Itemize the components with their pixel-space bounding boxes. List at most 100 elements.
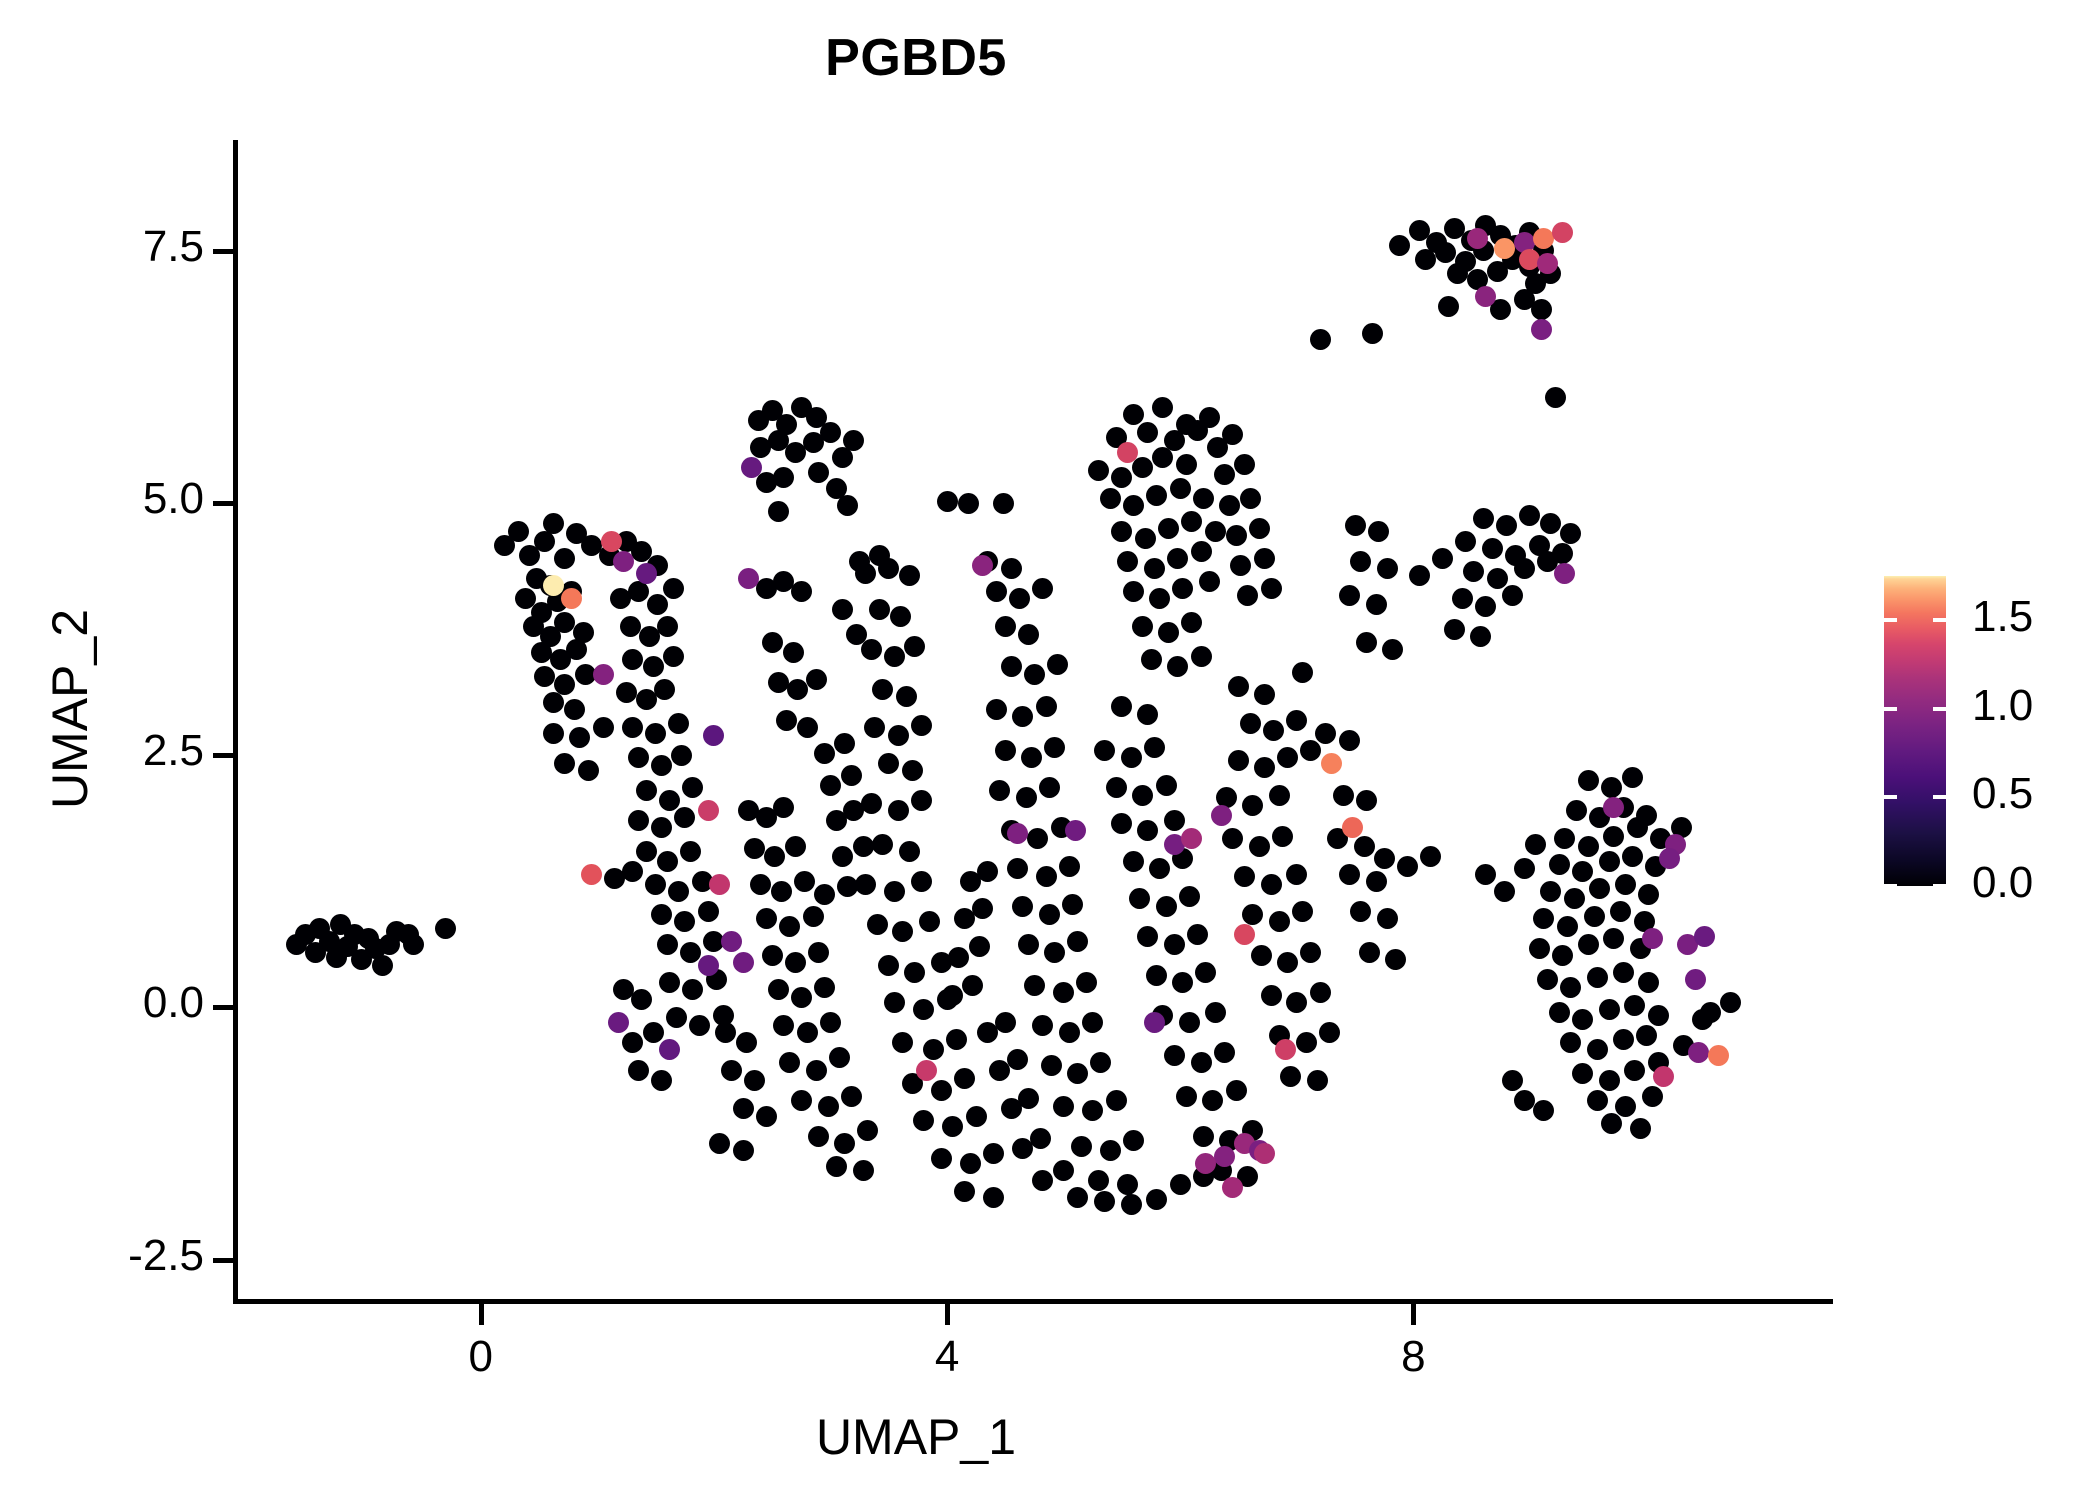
scatter-point: [878, 954, 900, 976]
scatter-point: [1181, 827, 1203, 849]
scatter-point: [833, 1133, 855, 1155]
scatter-point: [1222, 424, 1244, 446]
scatter-point: [1466, 228, 1488, 250]
scatter-point: [1571, 860, 1593, 882]
scatter-point: [600, 530, 622, 552]
scatter-point: [744, 1069, 766, 1091]
scatter-point: [1123, 494, 1145, 516]
scatter-point: [1148, 588, 1170, 610]
scatter-point: [1528, 534, 1550, 556]
scatter-point: [1548, 853, 1570, 875]
scatter-point: [1015, 787, 1037, 809]
scatter-point: [1020, 746, 1042, 768]
scatter-point: [1501, 585, 1523, 607]
scatter-point: [989, 780, 1011, 802]
scatter-point: [1566, 800, 1588, 822]
scatter-point: [1493, 880, 1515, 902]
scatter-point: [814, 884, 836, 905]
scatter-point: [682, 777, 704, 799]
scatter-point: [507, 520, 529, 542]
scatter-point: [1688, 1042, 1710, 1064]
scatter-point: [1053, 1095, 1075, 1117]
scatter-point: [402, 934, 424, 956]
scatter-point: [1163, 934, 1185, 956]
colorbar-tick-mark: [1884, 706, 1897, 711]
scatter-point: [1000, 656, 1022, 678]
scatter-point: [1222, 1176, 1244, 1198]
scatter-point: [691, 870, 713, 892]
scatter-point: [1172, 578, 1194, 600]
scatter-point: [1513, 857, 1535, 879]
scatter-point: [703, 724, 725, 746]
scatter-point: [642, 1022, 664, 1044]
scatter-point: [1443, 218, 1465, 240]
scatter-point: [1146, 484, 1168, 506]
scatter-point: [1598, 998, 1620, 1020]
scatter-point: [720, 1059, 742, 1081]
scatter-point: [1006, 1049, 1028, 1071]
scatter-point: [569, 726, 591, 748]
scatter-point: [1128, 888, 1150, 910]
scatter-point: [1146, 1188, 1168, 1210]
scatter-point: [1641, 1085, 1663, 1107]
scatter-point: [736, 1032, 758, 1054]
scatter-point: [1630, 1118, 1652, 1140]
scatter-point: [761, 944, 783, 966]
x-axis-title: UMAP_1: [815, 1409, 1017, 1465]
x-tick-label: 4: [934, 1332, 960, 1381]
scatter-point: [627, 1059, 649, 1081]
scatter-point: [1018, 934, 1040, 956]
scatter-point: [1292, 662, 1314, 684]
scatter-point: [755, 472, 777, 494]
scatter-point: [650, 1069, 672, 1091]
scatter-point: [945, 1029, 967, 1051]
scatter-point: [767, 672, 789, 694]
scatter-point: [635, 780, 657, 802]
scatter-point: [1093, 739, 1115, 761]
scatter-point: [1111, 467, 1133, 489]
scatter-point: [1233, 924, 1255, 946]
scatter-point: [901, 1072, 923, 1094]
scatter-point: [1000, 558, 1022, 580]
scatter-point: [889, 605, 911, 627]
scatter-point: [767, 430, 789, 452]
scatter-point: [565, 522, 587, 544]
scatter-point: [1475, 595, 1497, 617]
colorbar-tick-mark: [1884, 795, 1897, 800]
scatter-point: [1560, 976, 1582, 998]
scatter-point: [936, 490, 958, 512]
scatter-point: [621, 648, 643, 670]
x-tick-label: 0: [468, 1332, 494, 1381]
scatter-point: [1531, 298, 1553, 320]
scatter-point: [1455, 530, 1477, 552]
colorbar-tick-mark: [1933, 795, 1946, 800]
scatter-point: [1342, 817, 1364, 839]
scatter-point: [1117, 442, 1139, 464]
scatter-point: [1350, 901, 1372, 923]
scatter-point: [860, 638, 882, 660]
scatter-point: [666, 1007, 688, 1029]
scatter-point: [372, 954, 394, 976]
scatter-point: [670, 744, 692, 766]
scatter-point: [1117, 1173, 1139, 1195]
scatter-point: [1216, 787, 1238, 809]
scatter-point: [948, 946, 970, 968]
scatter-point: [1552, 944, 1574, 966]
scatter-point: [1053, 1160, 1075, 1182]
scatter-point: [910, 790, 932, 812]
scatter-point: [1587, 966, 1609, 988]
scatter-point: [1350, 551, 1372, 573]
scatter-point: [1058, 1022, 1080, 1044]
scatter-point: [1134, 527, 1156, 549]
scatter-point: [1053, 981, 1075, 1003]
scatter-point: [1158, 621, 1180, 643]
scatter-point: [635, 689, 657, 711]
scatter-point: [1024, 974, 1045, 996]
scatter-point: [1274, 1039, 1296, 1061]
scatter-point: [575, 664, 597, 686]
scatter-point: [514, 588, 536, 610]
scatter-point: [1181, 611, 1203, 633]
scatter-point: [1222, 827, 1244, 849]
scatter-point: [554, 674, 576, 696]
x-axis-line: [233, 1299, 1833, 1304]
